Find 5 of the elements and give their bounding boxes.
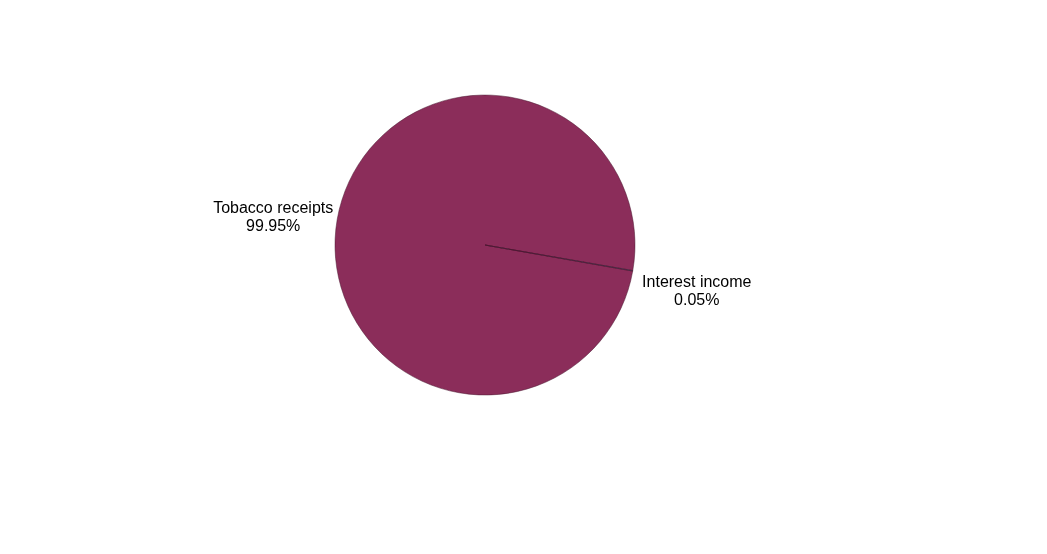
- data-label: 0.05%: [674, 291, 720, 308]
- slice-label: Interest income: [642, 273, 752, 290]
- slice-label: Tobacco receipts: [213, 199, 334, 216]
- pie-slice: [334, 94, 636, 396]
- data-label: 99.95%: [246, 217, 301, 234]
